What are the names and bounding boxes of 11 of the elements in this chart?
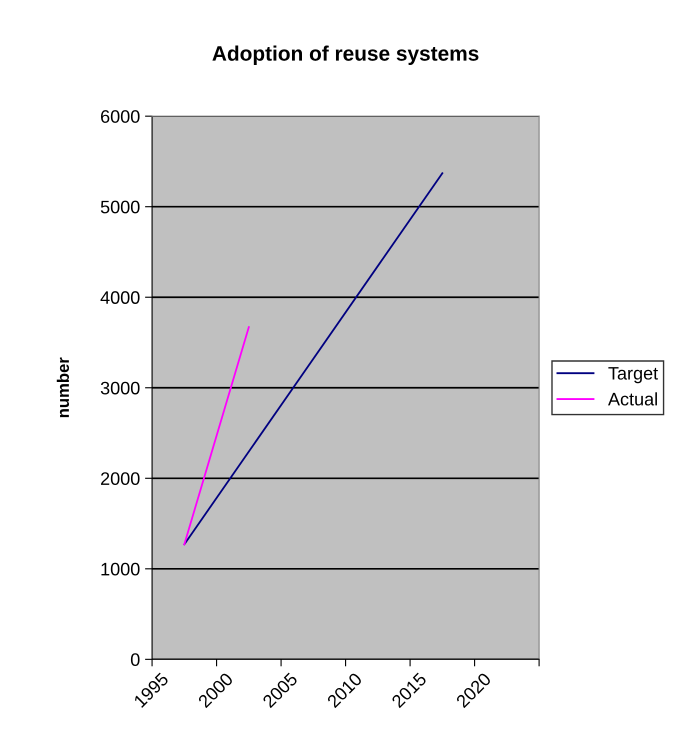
y-tick-label: 0 [130, 653, 140, 666]
y-tick-label: 6000 [101, 110, 140, 123]
y-tick-label: 3000 [100, 382, 140, 394]
y-tick-label: 5000 [100, 200, 140, 214]
legend-label: Actual [608, 392, 657, 406]
chart-title: Adoption of reuse systems [212, 46, 478, 65]
y-tick-label: 1000 [101, 562, 140, 576]
y-tick-label: 4000 [100, 291, 140, 304]
legend-label: Target [608, 367, 658, 384]
y-tick-label: 2000 [101, 472, 140, 486]
y-axis-title: number [56, 357, 70, 418]
